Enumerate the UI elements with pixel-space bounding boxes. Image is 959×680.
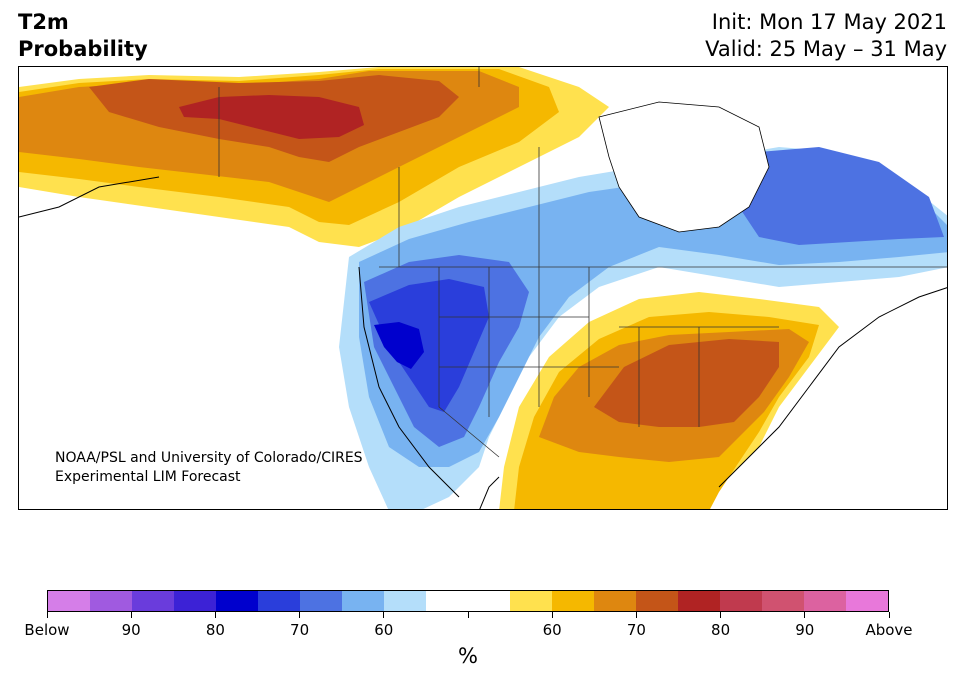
colorbar-segment	[636, 591, 678, 611]
date-info: Init: Mon 17 May 2021 Valid: 25 May – 31…	[705, 9, 947, 63]
colorbar-tick-label: 70	[626, 621, 646, 639]
colorbar	[47, 590, 889, 612]
colorbar-tick-label: Above	[865, 621, 913, 639]
colorbar-tick	[635, 612, 637, 618]
colorbar-segment	[594, 591, 636, 611]
colorbar-segment	[468, 591, 510, 611]
colorbar-segment	[678, 591, 720, 611]
colorbar-segment	[90, 591, 132, 611]
colorbar-tick	[804, 612, 806, 618]
political-borders	[218, 67, 947, 458]
colorbar-segment	[132, 591, 174, 611]
warm-region-southeast-90	[594, 339, 779, 427]
credit-line-2: Experimental LIM Forecast	[55, 469, 241, 485]
colorbar-tick-label: 80	[205, 621, 225, 639]
map-svg	[19, 67, 947, 509]
colorbar-segment	[384, 591, 426, 611]
credit: NOAA/PSL and University of Colorado/CIRE…	[55, 449, 363, 487]
colorbar-tick-label: 90	[121, 621, 141, 639]
colorbar-segment	[510, 591, 552, 611]
colorbar-tick	[46, 612, 48, 618]
warm-region-northwest-95	[179, 95, 364, 139]
colorbar-segment	[342, 591, 384, 611]
colorbar-segment	[552, 591, 594, 611]
cool-region-east-80	[739, 147, 944, 245]
coastlines	[19, 176, 947, 509]
colorbar-segment	[48, 591, 90, 611]
colorbar-segment	[216, 591, 258, 611]
colorbar-tick	[467, 612, 469, 618]
colorbar-tick	[130, 612, 132, 618]
hudson-bay	[598, 101, 770, 233]
colorbar-segment	[804, 591, 846, 611]
forecast-map[interactable]: NOAA/PSL and University of Colorado/CIRE…	[18, 66, 948, 510]
colorbar-tick-label: 60	[374, 621, 394, 639]
colorbar-segment	[720, 591, 762, 611]
colorbar-segment	[258, 591, 300, 611]
colorbar-segment	[426, 591, 468, 611]
cool-region-west-90	[369, 279, 489, 412]
colorbar-tick-label: 90	[795, 621, 815, 639]
colorbar-tick	[214, 612, 216, 618]
colorbar-unit: %	[458, 644, 478, 668]
colorbar-tick-label: 80	[711, 621, 731, 639]
colorbar-tick	[720, 612, 722, 618]
colorbar-segment	[300, 591, 342, 611]
valid-date: Valid: 25 May – 31 May	[705, 37, 947, 61]
colorbar-tick	[888, 612, 890, 618]
init-date: Init: Mon 17 May 2021	[711, 10, 947, 34]
colorbar-tick	[551, 612, 553, 618]
colorbar-tick-label: Below	[24, 621, 70, 639]
credit-line-1: NOAA/PSL and University of Colorado/CIRE…	[55, 450, 363, 466]
colorbar-segment	[174, 591, 216, 611]
chart-title: T2m Probability	[18, 9, 148, 63]
colorbar-tick	[299, 612, 301, 618]
colorbar-segment	[762, 591, 804, 611]
title-type: Probability	[18, 37, 148, 61]
title-variable: T2m	[18, 10, 69, 34]
colorbar-tick-label: 70	[290, 621, 310, 639]
cool-region-west-95	[374, 322, 424, 369]
colorbar-tick	[383, 612, 385, 618]
colorbar-tick-label: 60	[542, 621, 562, 639]
colorbar-segment	[846, 591, 888, 611]
